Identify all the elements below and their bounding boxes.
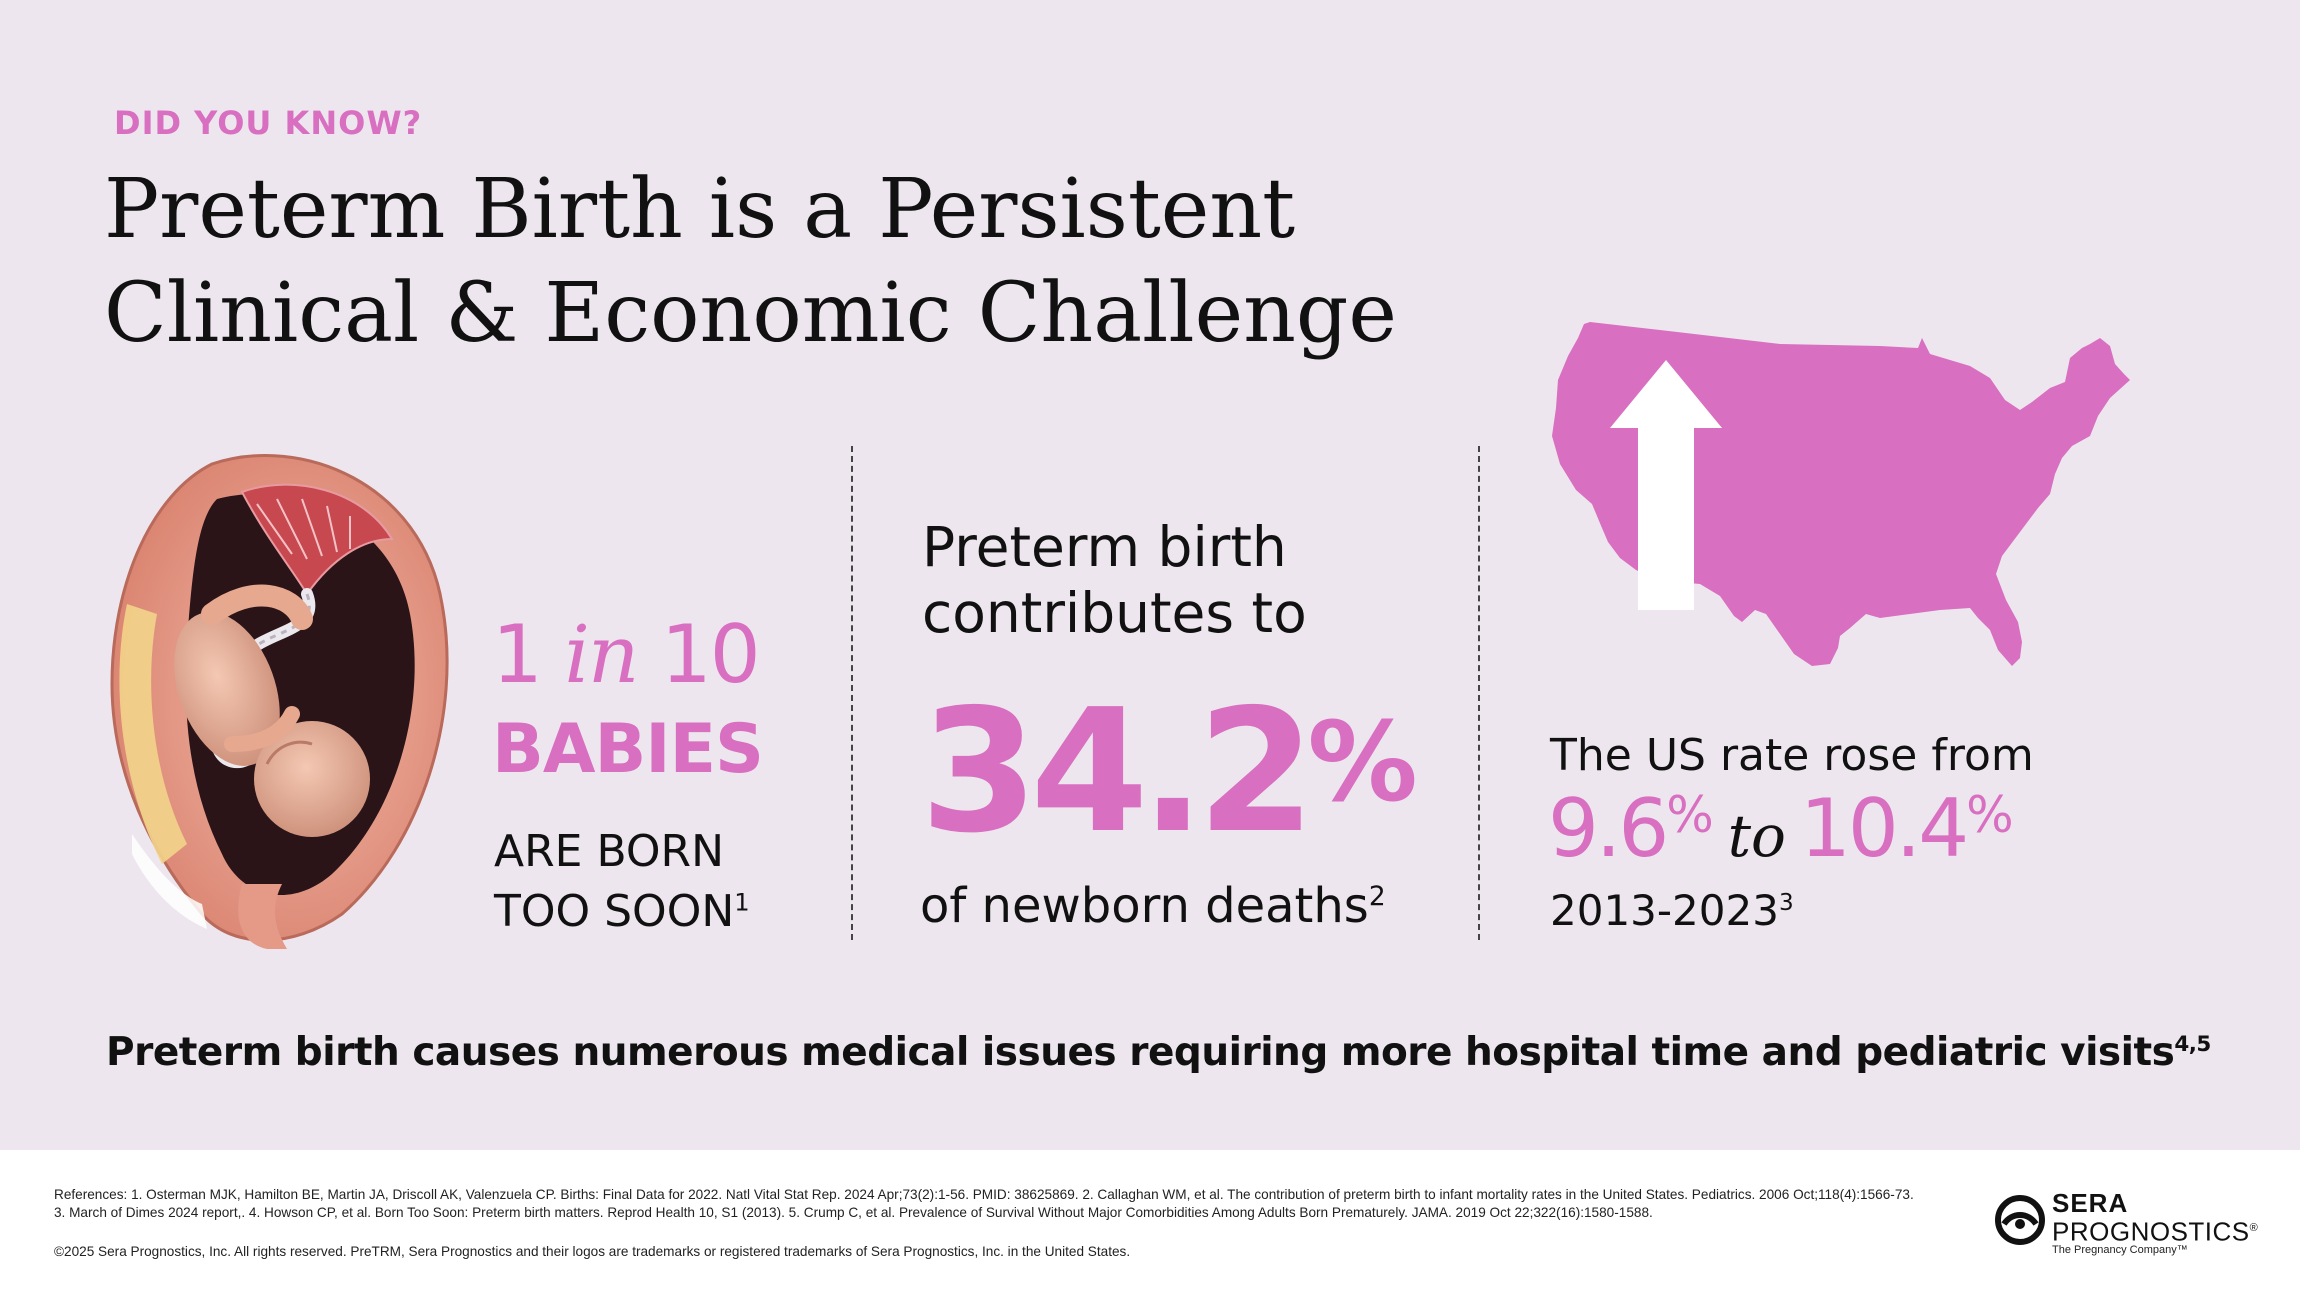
title-line-2: Clinical & Economic Challenge <box>104 266 1397 361</box>
page-title: Preterm Birth is a Persistent Clinical &… <box>104 158 1404 366</box>
rate-to-word: to <box>1727 802 1786 870</box>
stat-babies: BABIES <box>492 710 764 789</box>
ref-4-5: 4,5 <box>2174 1032 2211 1057</box>
stat-word-in: in <box>564 608 639 701</box>
rate-to-pct: % <box>1966 786 2014 844</box>
rate-values: 9.6% to 10.4% <box>1548 782 2014 875</box>
divider-2 <box>1478 446 1480 940</box>
fetus-in-womb-illustration <box>110 454 449 949</box>
logo-registered-mark: ® <box>2249 1222 2259 1234</box>
born-line-2-text: TOO SOON <box>494 886 735 937</box>
ref-1: 1 <box>734 888 750 917</box>
deaths-lead: Preterm birth contributes to <box>922 514 1422 646</box>
main-panel: DID YOU KNOW? Preterm Birth is a Persist… <box>0 0 2300 1150</box>
copyright: ©2025 Sera Prognostics, Inc. All rights … <box>54 1244 1131 1259</box>
deaths-tail-text: of newborn deaths <box>920 878 1369 934</box>
deaths-value: 34.2 <box>920 673 1315 871</box>
stat-one-in-ten: 1 in 10 <box>492 608 761 701</box>
rate-lead: The US rate rose from <box>1550 730 2034 781</box>
rate-from-pct: % <box>1666 786 1714 844</box>
ref-3: 3 <box>1778 890 1794 916</box>
deaths-pct-sign: % <box>1307 698 1418 826</box>
rate-years: 2013-20233 <box>1550 886 1794 935</box>
stat-num-10: 10 <box>660 608 761 701</box>
deaths-lead-2: contributes to <box>922 581 1307 645</box>
title-line-1: Preterm Birth is a Persistent <box>104 162 1296 257</box>
born-line-1: ARE BORN <box>494 826 724 877</box>
logo-name-sera: SERA <box>2052 1188 2129 1218</box>
rate-from: 9.6 <box>1548 782 1669 875</box>
bottom-statement: Preterm birth causes numerous medical is… <box>106 1030 2211 1075</box>
rate-years-text: 2013-2023 <box>1550 886 1779 935</box>
stat-num-1: 1 <box>492 608 543 701</box>
deaths-lead-1: Preterm birth <box>922 515 1287 579</box>
us-map-icon <box>1552 322 2130 666</box>
logo-name-prognostics: PROGNOSTICS® <box>2052 1214 2258 1246</box>
sera-logo-mark <box>1995 1195 2045 1245</box>
rate-to: 10.4 <box>1799 782 1969 875</box>
kicker: DID YOU KNOW? <box>114 104 423 142</box>
bottom-statement-text: Preterm birth causes numerous medical is… <box>106 1030 2175 1075</box>
up-arrow-icon <box>1610 360 1722 610</box>
stat-born-too-soon: ARE BORN TOO SOON1 <box>494 822 834 942</box>
born-line-2: TOO SOON1 <box>494 882 834 942</box>
deaths-percentage: 34.2% <box>920 672 1418 872</box>
references: References: 1. Osterman MJK, Hamilton BE… <box>54 1187 1914 1220</box>
logo-tagline: The Pregnancy Company™ <box>2052 1244 2188 1256</box>
logo-name-prognostics-text: PROGNOSTICS <box>2052 1216 2250 1247</box>
divider-1 <box>851 446 853 940</box>
ref-2: 2 <box>1368 881 1386 912</box>
sera-logo: SERA PROGNOSTICS® The Pregnancy Company™ <box>1994 1190 2264 1260</box>
deaths-tail: of newborn deaths2 <box>920 878 1386 934</box>
